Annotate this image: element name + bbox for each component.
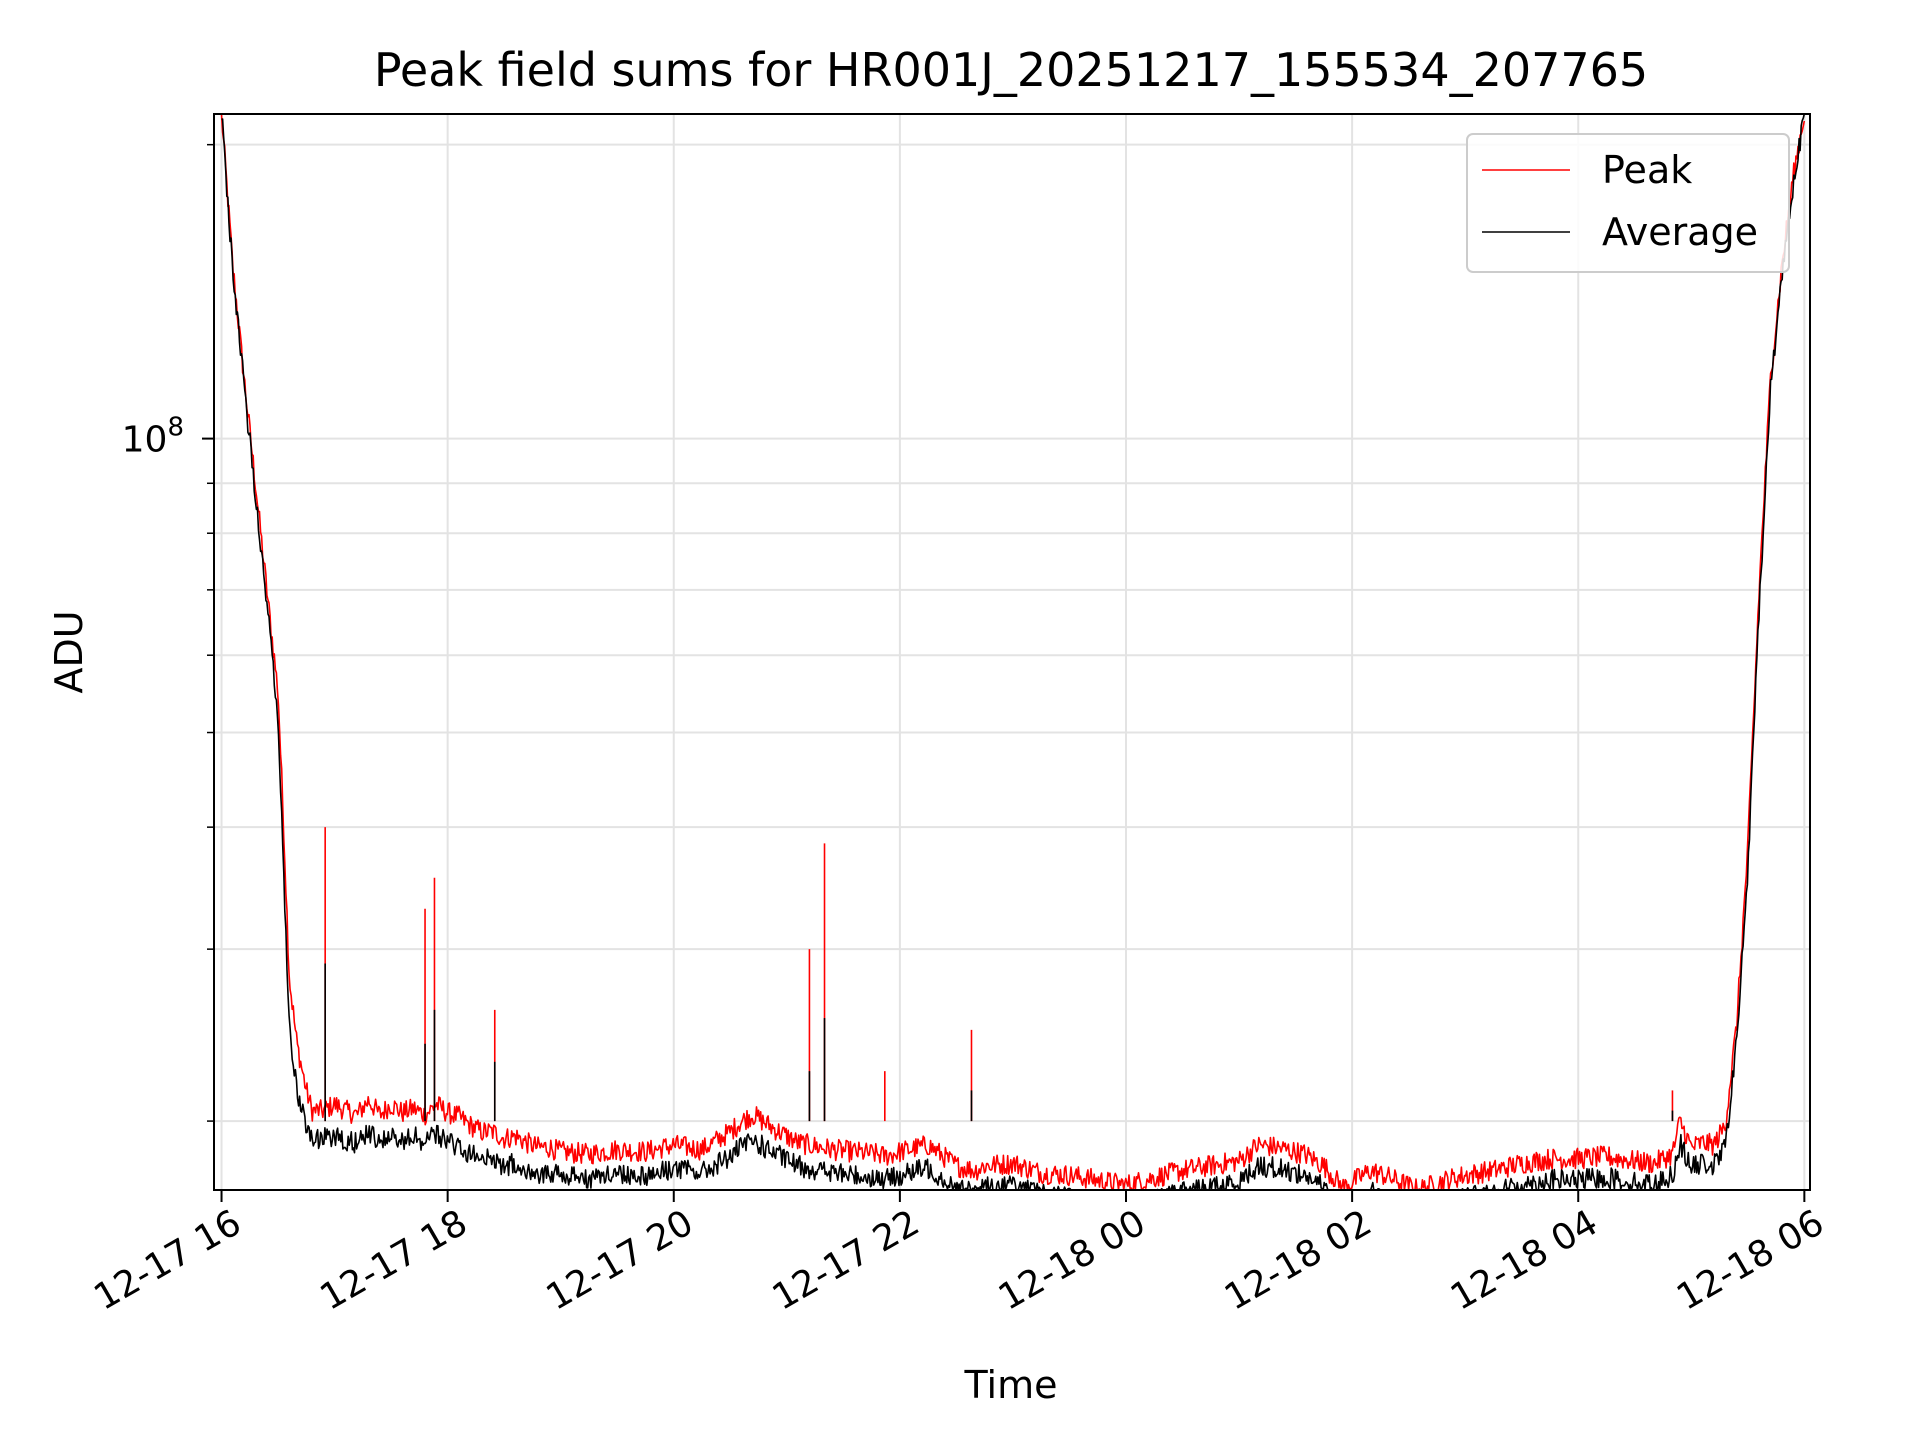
- legend-box: [1466, 133, 1790, 273]
- x-axis-label: Time: [964, 1363, 1058, 1407]
- legend: Peak Average: [1466, 133, 1790, 273]
- legend-label-peak: Peak: [1602, 148, 1692, 192]
- y-axis-label: ADU: [47, 610, 91, 693]
- series-line-peak: [220, 113, 1806, 1191]
- plot-frame: [213, 113, 1811, 1191]
- plot-lines: [220, 113, 1806, 1191]
- series-line-average: [221, 113, 1806, 1191]
- legend-label-average: Average: [1602, 210, 1758, 254]
- grid: [214, 114, 1810, 1190]
- y-axis-ticks: 108: [122, 143, 214, 1122]
- chart-title: Peak field sums for HR001J_20251217_1555…: [374, 43, 1648, 97]
- y-tick-label: 108: [122, 413, 184, 461]
